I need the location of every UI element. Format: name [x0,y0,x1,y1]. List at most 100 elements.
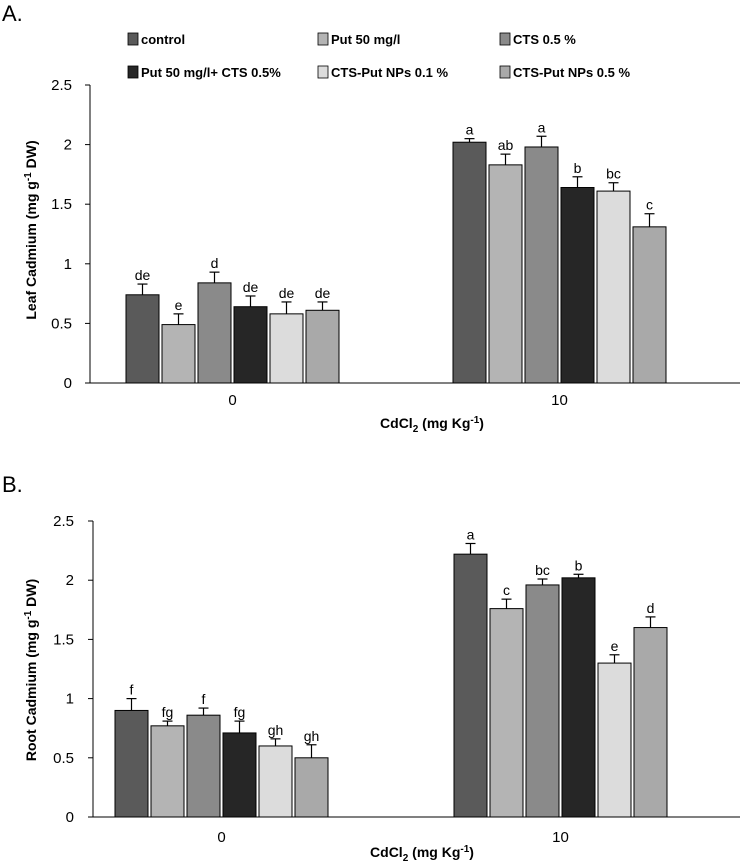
panel-a-significance-letter: de [135,267,151,283]
legend-label: CTS-Put NPs 0.5 % [513,65,630,80]
panel-b-significance-letter: f [202,691,206,707]
panel-a-y-title-sup: -1 [23,172,34,181]
panel-b-chart: 0 0.5 1 1.5 2 2.5 0 10 f a fg c f bc fg b gh e gh d Root C… [23,513,740,861]
panel-b-significance-letter: fg [162,704,174,720]
panel-a-x-axis-title: CdCl2 (mg Kg-1) [380,415,484,435]
panel-a-significance-letter: e [175,297,183,313]
panel-b-significance-letter: gh [304,728,320,744]
panel-a-y-title-main: Leaf Cadmium (mg g [23,181,39,319]
panel-b-bar [258,745,293,818]
panel-a-x-category-label: 10 [551,392,568,409]
panel-a-significance-letter: de [243,279,259,295]
panel-a-y-axis-title: Leaf Cadmium (mg g-1 DW) [23,140,39,319]
panel-b-y-title-end: DW) [23,579,39,611]
panel-a-bar [632,226,667,384]
panel-b-x-title-sup: -1 [460,844,469,855]
legend-swatch [317,65,329,79]
panel-b-bar [561,577,596,818]
panel-b-label: B. [2,472,23,497]
legend-swatch [127,65,139,79]
panel-a-significance-letter: a [466,122,474,138]
legend-swatch [499,32,511,46]
legend-swatch [317,32,329,46]
panel-a-bar [125,294,160,384]
panel-b-bar [294,757,329,818]
panel-b-significance-letter: e [611,638,619,654]
panel-b-significance-letter: f [130,682,134,698]
panel-a-x-title-main: CdCl [380,415,413,431]
legend-label: Put 50 mg/l+ CTS 0.5% [141,65,281,80]
panel-b-bars: f a fg c f bc fg b gh e gh d [114,526,668,818]
panel-b-y-tick-label: 2 [66,572,74,589]
panel-a-significance-letter: c [646,197,653,213]
panel-b-y-axis-title: Root Cadmium (mg g-1 DW) [23,579,39,761]
panel-b-bar [222,732,257,818]
panel-b-significance-letter: gh [268,722,284,738]
panel-b-significance-letter: c [503,582,510,598]
panel-a-bar [161,324,196,384]
panel-b-bar [150,725,185,818]
panel-a-x-title-sub: 2 [413,424,419,435]
panel-b-axes: 0 0.5 1 1.5 2 2.5 0 10 [53,513,740,846]
panel-a-bar [452,141,487,384]
panel-a-x-title-end: ) [479,415,484,431]
panel-a-y-tick-label: 1 [64,256,72,273]
panel-b-bar [633,627,668,818]
panel-b-x-title-main: CdCl [370,844,403,860]
panel-b-x-title-end: ) [469,844,474,860]
panel-b-x-axis-title: CdCl2 (mg Kg-1) [370,844,474,861]
panel-a-y-tick-label: 0 [64,375,72,392]
panel-a-y-tick-label: 1.5 [51,196,72,213]
legend-label: Put 50 mg/l [331,32,400,47]
panel-b-x-category-label: 0 [217,829,225,846]
panel-a-bars: de a e ab d a de b de bc de c [125,119,667,384]
panel-a-bar [269,313,304,384]
legend: control Put 50 mg/l CTS 0.5 % Put 50 mg/l+ … [127,32,630,80]
panel-a-x-category-label: 0 [228,392,236,409]
panel-a-significance-letter: ab [498,137,514,153]
panel-a-label: A. [2,1,23,26]
panel-a-bar [197,282,232,384]
panel-b-y-tick-label: 0 [66,809,74,826]
panel-b-bar [453,553,488,818]
panel-b-bar [489,608,524,818]
panel-a-bar [305,309,340,384]
panel-b-y-title-main: Root Cadmium (mg g [23,620,39,762]
panel-b-significance-letter: a [467,526,475,542]
panel-a-bar [233,306,268,384]
panel-b-y-tick-label: 1 [66,691,74,708]
panel-b-bar [186,714,221,818]
legend-label: CTS-Put NPs 0.1 % [331,65,448,80]
panel-b-significance-letter: fg [234,704,246,720]
panel-a-significance-letter: a [538,119,546,135]
panel-a-bar [524,146,559,384]
panel-a-significance-letter: b [574,160,582,176]
panel-b-significance-letter: d [647,600,655,616]
panel-a-significance-letter: de [315,285,331,301]
legend-swatch [499,65,511,79]
panel-a-y-tick-label: 2 [64,137,72,154]
panel-b-bar [597,662,632,818]
panel-b-y-tick-label: 2.5 [53,513,74,530]
panel-a-y-title-end: DW) [23,140,39,172]
legend-label: CTS 0.5 % [513,32,576,47]
panel-a-significance-letter: d [211,255,219,271]
panel-a-y-tick-label: 2.5 [51,77,72,94]
panel-b-y-tick-label: 0.5 [53,750,74,767]
panel-b-x-title-sub: 2 [403,853,409,861]
legend-label: control [141,32,185,47]
panel-b-y-tick-label: 1.5 [53,631,74,648]
panel-b-significance-letter: b [575,557,583,573]
panel-b-bar [525,584,560,818]
legend-swatch [127,32,139,46]
panel-a-x-title-rest: (mg Kg [418,415,470,431]
panel-b-y-title-sup: -1 [23,610,34,619]
panel-a-bar [596,190,631,384]
panel-a-x-title-sup: -1 [470,415,479,426]
panel-a-chart: 0 0.5 1 1.5 2 2.5 0 10 de a e ab d a de b de bc de c Leaf … [23,77,740,435]
panel-a-significance-letter: de [279,285,295,301]
panel-a-y-tick-label: 0.5 [51,315,72,332]
panel-a-significance-letter: bc [606,166,621,182]
